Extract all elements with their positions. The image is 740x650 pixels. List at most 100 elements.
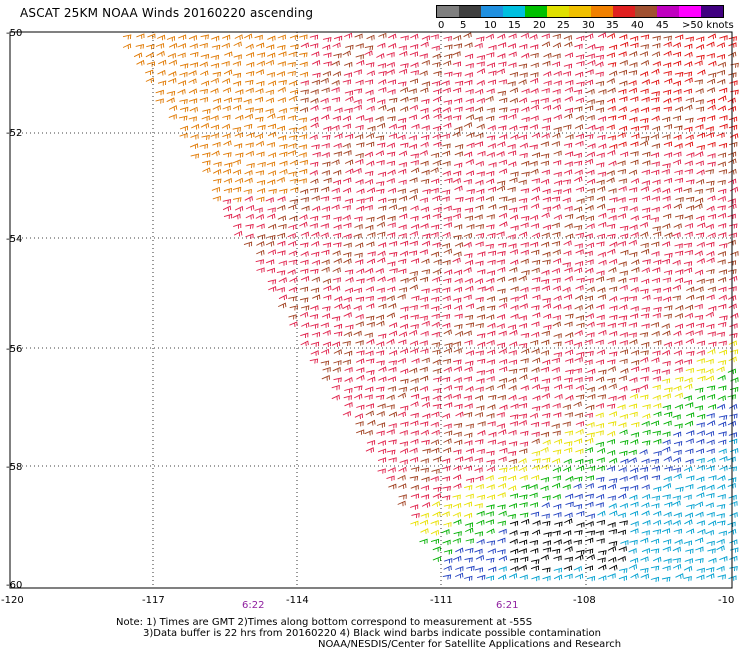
wind-barb — [719, 123, 728, 130]
wind-barb — [310, 350, 319, 356]
wind-barb — [653, 306, 662, 312]
wind-barb — [564, 213, 574, 220]
wind-barb — [333, 323, 343, 330]
wind-barb — [388, 133, 397, 139]
wind-barb — [695, 36, 705, 42]
wind-barb — [474, 42, 483, 49]
wind-barb — [311, 144, 320, 150]
wind-barb — [608, 295, 618, 302]
wind-barb — [211, 186, 220, 193]
wind-barb — [650, 217, 659, 223]
wind-barb — [565, 394, 574, 401]
wind-barb — [365, 62, 375, 68]
wind-barb — [630, 96, 639, 102]
wind-barb — [267, 35, 276, 42]
wind-barb — [619, 80, 628, 87]
wind-barb — [200, 122, 210, 129]
wind-barb — [288, 51, 297, 57]
wind-barb — [716, 545, 725, 552]
wind-barb — [386, 338, 395, 345]
wind-barb — [652, 35, 661, 41]
wind-barb — [343, 177, 352, 183]
wind-barb — [531, 259, 541, 265]
wind-barb — [277, 61, 286, 67]
wind-barb — [376, 221, 386, 228]
wind-barb — [518, 564, 527, 571]
wind-barb — [464, 72, 473, 78]
wind-barb — [629, 377, 638, 383]
wind-barb — [652, 430, 661, 436]
wind-barb — [267, 52, 276, 59]
wind-barb — [199, 96, 208, 103]
wind-barb — [300, 332, 309, 339]
wind-barb — [345, 276, 354, 283]
wind-barb — [168, 77, 177, 84]
wind-barb — [552, 321, 561, 328]
wind-barb — [353, 330, 362, 337]
wind-barb — [673, 350, 683, 356]
wind-barb — [694, 269, 704, 276]
wind-barb — [574, 169, 583, 176]
wind-barb — [419, 70, 428, 77]
wind-barb — [685, 438, 694, 444]
wind-barb — [618, 466, 627, 473]
wind-barb — [552, 314, 561, 321]
wind-barb — [266, 141, 275, 148]
wind-barb — [640, 88, 649, 94]
wind-barb — [386, 160, 395, 166]
wind-barb — [301, 322, 310, 328]
legend-label: 35 — [606, 20, 619, 31]
wind-barb — [685, 448, 694, 454]
wind-barb — [409, 43, 419, 50]
wind-barb — [518, 548, 527, 554]
wind-barb — [628, 80, 637, 86]
wind-barb — [410, 412, 419, 419]
wind-barb — [519, 152, 528, 159]
wind-barb — [344, 32, 353, 39]
wind-barb — [442, 485, 451, 492]
wind-barb — [276, 286, 285, 293]
wind-barb — [353, 167, 362, 174]
wind-barb — [331, 87, 340, 93]
wind-barb — [597, 557, 606, 563]
wind-barb — [716, 513, 725, 519]
wind-barb — [608, 286, 618, 292]
wind-barb — [386, 142, 396, 149]
wind-barb — [618, 106, 627, 112]
wind-barb — [498, 196, 508, 202]
wind-barb — [573, 341, 582, 348]
wind-barb — [694, 250, 703, 257]
wind-barb — [353, 393, 363, 400]
wind-barb — [189, 62, 199, 68]
wind-barb — [409, 456, 419, 463]
wind-barb — [595, 107, 604, 113]
wind-barb — [388, 251, 398, 257]
wind-barb — [606, 32, 616, 39]
wind-barb — [705, 132, 715, 138]
wind-barb — [496, 185, 506, 192]
wind-barb — [375, 350, 385, 356]
wind-barb — [288, 314, 297, 320]
wind-barb — [465, 322, 475, 328]
wind-barb — [705, 126, 714, 132]
wind-barb — [464, 522, 474, 528]
wind-barb — [420, 512, 429, 519]
wind-barb — [540, 476, 549, 483]
wind-barb — [595, 441, 604, 448]
wind-barb — [653, 402, 662, 409]
wind-barb — [639, 384, 649, 390]
wind-barb — [630, 286, 639, 293]
wind-barb — [387, 215, 396, 222]
lon-label: -10 — [718, 595, 734, 606]
wind-barb — [256, 249, 265, 256]
wind-barb — [662, 134, 671, 140]
wind-barb — [553, 180, 563, 186]
wind-barb — [498, 330, 507, 337]
wind-barb — [727, 97, 736, 104]
wind-barb — [376, 430, 385, 436]
wind-barb — [421, 98, 430, 105]
wind-barb — [640, 350, 649, 356]
wind-barb — [475, 386, 484, 392]
wind-barb — [464, 575, 473, 581]
wind-barb — [519, 374, 528, 381]
